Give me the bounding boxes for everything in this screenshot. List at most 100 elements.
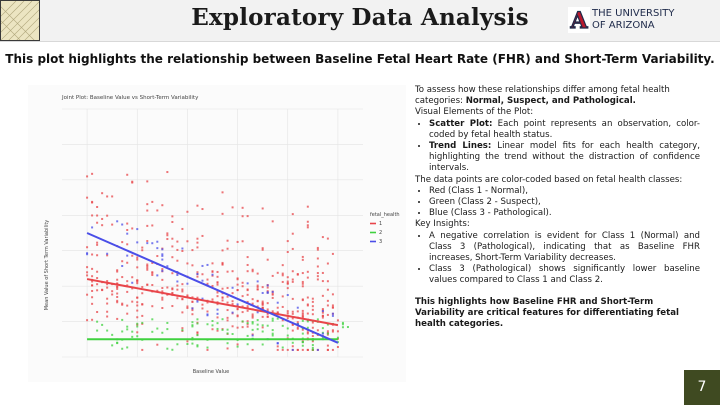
point-class-1	[146, 266, 149, 269]
point-class-1	[191, 309, 194, 312]
conclusion: This highlights how Baseline FHR and Sho…	[415, 297, 700, 331]
point-class-2	[221, 328, 224, 331]
point-class-1	[156, 209, 159, 212]
point-class-1	[196, 204, 199, 207]
point-class-1	[96, 311, 99, 314]
point-class-1	[121, 303, 124, 306]
point-class-3	[331, 314, 334, 317]
point-class-1	[191, 300, 194, 303]
point-class-1	[116, 278, 119, 281]
point-class-2	[261, 324, 264, 327]
point-class-1	[301, 272, 304, 275]
point-class-1	[86, 319, 89, 322]
point-class-1	[301, 312, 304, 315]
point-class-1	[266, 290, 269, 293]
point-class-1	[101, 192, 104, 195]
point-class-2	[271, 332, 274, 335]
point-class-1	[151, 284, 154, 287]
point-class-1	[221, 296, 224, 299]
point-class-1	[231, 300, 234, 303]
point-class-1	[186, 294, 189, 297]
point-class-1	[111, 195, 114, 198]
point-class-2	[256, 319, 259, 322]
point-class-1	[141, 303, 144, 306]
logo-line2: OF ARIZONA	[592, 20, 655, 31]
point-class-1	[226, 286, 229, 289]
point-class-1	[256, 285, 259, 288]
point-class-1	[311, 321, 314, 324]
trend-line-class-1	[86, 278, 339, 327]
point-class-1	[251, 298, 254, 301]
point-class-1	[316, 246, 319, 249]
point-class-1	[246, 263, 249, 266]
point-class-1	[286, 287, 289, 290]
point-class-2	[246, 334, 249, 337]
point-class-1	[131, 254, 134, 257]
point-class-3	[86, 252, 89, 255]
point-class-2	[231, 333, 234, 336]
point-class-1	[181, 311, 184, 314]
legend-label: 3	[379, 239, 382, 245]
point-class-2	[301, 319, 304, 322]
point-class-3	[276, 301, 279, 304]
point-class-1	[211, 284, 214, 287]
point-class-1	[266, 286, 269, 289]
point-class-1	[271, 220, 274, 223]
point-class-1	[96, 241, 99, 244]
point-class-2	[151, 330, 154, 333]
point-class-1	[196, 271, 199, 274]
point-class-1	[306, 332, 309, 335]
point-class-1	[226, 316, 229, 319]
point-class-3	[176, 273, 179, 276]
point-class-1	[201, 234, 204, 237]
point-class-1	[286, 312, 289, 315]
point-class-3	[161, 269, 164, 272]
point-class-1	[301, 315, 304, 318]
point-class-1	[281, 280, 284, 283]
bullet2-label: Trend Lines:	[429, 141, 492, 152]
point-class-1	[301, 298, 304, 301]
point-class-1	[116, 285, 119, 288]
point-class-1	[181, 227, 184, 230]
point-class-3	[126, 254, 129, 257]
point-class-1	[226, 319, 229, 322]
point-class-1	[146, 263, 149, 266]
point-class-1	[191, 313, 194, 316]
point-class-1	[91, 201, 94, 204]
point-class-3	[286, 294, 289, 297]
point-class-1	[326, 237, 329, 240]
point-class-1	[111, 223, 114, 226]
class-red: Red (Class 1 - Normal),	[429, 186, 700, 197]
chart-svg: Joint Plot: Baseline Value vs Short-Term…	[28, 85, 406, 382]
point-class-1	[201, 303, 204, 306]
point-class-1	[96, 283, 99, 286]
point-class-1	[291, 213, 294, 216]
point-class-1	[301, 255, 304, 258]
point-class-1	[231, 292, 234, 295]
colorcode-heading: The data points are color-coded based on…	[415, 174, 683, 185]
point-class-1	[131, 300, 134, 303]
point-class-1	[126, 222, 129, 225]
point-class-1	[151, 261, 154, 264]
point-class-1	[331, 304, 334, 307]
chart-title: Joint Plot: Baseline Value vs Short-Term…	[61, 95, 199, 101]
point-class-1	[141, 249, 144, 252]
point-class-1	[251, 315, 254, 318]
point-class-1	[86, 271, 89, 274]
point-class-1	[106, 280, 109, 283]
point-class-1	[306, 220, 309, 223]
point-class-2	[251, 321, 254, 324]
point-class-1	[296, 326, 299, 329]
point-class-1	[106, 310, 109, 313]
point-class-1	[171, 256, 174, 259]
point-class-3	[86, 253, 89, 256]
point-class-1	[291, 312, 294, 315]
point-class-1	[126, 173, 129, 176]
point-class-1	[256, 305, 259, 308]
point-class-1	[326, 304, 329, 307]
point-class-1	[221, 191, 224, 194]
point-class-1	[161, 290, 164, 293]
point-class-3	[291, 348, 294, 351]
point-class-1	[206, 348, 209, 351]
point-class-1	[256, 284, 259, 287]
